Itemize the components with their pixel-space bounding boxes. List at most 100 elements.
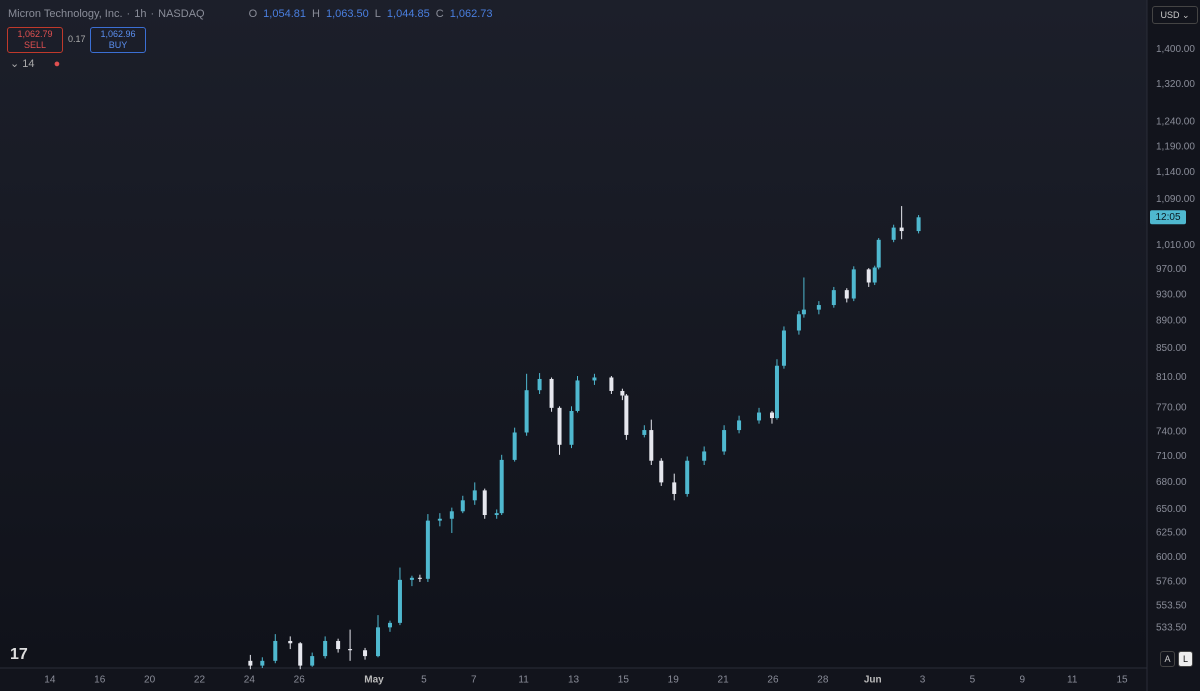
candle-body	[348, 649, 353, 651]
sell-button[interactable]: 1,062.79 SELL	[7, 27, 63, 53]
ohlc-key: C	[435, 8, 444, 20]
candle-body	[781, 330, 786, 366]
candle-body	[482, 490, 487, 516]
y-tick-label: 533.50	[1156, 623, 1187, 634]
x-tick-label: Jun	[864, 675, 882, 686]
candle-body	[891, 227, 896, 240]
sell-price: 1,062.79	[17, 29, 53, 39]
candle-body	[702, 451, 707, 461]
y-tick-label: 600.00	[1156, 552, 1187, 563]
y-tick-label: 625.00	[1156, 528, 1187, 539]
candle-body	[844, 290, 849, 299]
candle-body	[537, 378, 542, 391]
y-tick-label: 680.00	[1156, 477, 1187, 488]
candle-body	[659, 460, 664, 483]
x-tick-label: 26	[294, 675, 306, 686]
candle-body	[273, 640, 278, 661]
candle-body	[524, 390, 529, 433]
candle-body	[872, 267, 877, 283]
candle-body	[376, 627, 381, 657]
x-tick-label: 19	[668, 675, 680, 686]
candle-body	[737, 420, 742, 431]
sell-label: SELL	[23, 40, 47, 50]
candle-body	[569, 410, 574, 445]
candle-body	[649, 430, 654, 461]
candle-body	[557, 407, 562, 445]
candle-body	[323, 640, 328, 657]
spread: 0.17	[68, 34, 86, 44]
separator: ·	[150, 8, 155, 20]
candle-body	[575, 380, 580, 411]
candle-body	[397, 579, 402, 623]
x-tick-label: 21	[718, 675, 730, 686]
x-tick-label: 5	[970, 675, 976, 686]
candle-body	[876, 239, 881, 268]
y-tick-label: 1,400.00	[1156, 44, 1195, 55]
ohlc-value: 1,062.73	[449, 8, 493, 20]
plot-background	[0, 0, 1147, 668]
x-tick-label: 5	[421, 675, 427, 686]
ohlc: O 1,054.81 H 1,063.50 L 1,044.85 C 1,062.73	[249, 8, 493, 20]
y-tick-label: 930.00	[1156, 289, 1187, 300]
candle-body	[609, 377, 614, 391]
ohlc-value: 1,063.50	[325, 8, 369, 20]
candle-body	[248, 660, 253, 666]
candle-body	[288, 640, 293, 644]
currency-select[interactable]: USD ⌄	[1152, 6, 1198, 24]
candle-body	[722, 430, 727, 452]
candle-body	[816, 305, 821, 310]
candle-body	[642, 430, 647, 435]
ohlc-value: 1,054.81	[263, 8, 306, 20]
candle-body	[260, 660, 265, 666]
y-tick-label: 850.00	[1156, 343, 1187, 354]
y-tick-label: 1,140.00	[1156, 167, 1195, 178]
x-tick-label: 16	[94, 675, 106, 686]
candle-body	[417, 577, 422, 579]
interval: 1h	[134, 8, 147, 20]
candle-body	[831, 290, 836, 306]
y-tick-label: 890.00	[1156, 316, 1187, 327]
candle-body	[685, 460, 690, 494]
candle-body	[796, 314, 801, 331]
candle-body	[363, 650, 368, 657]
y-tick-label: 740.00	[1156, 426, 1187, 437]
candle-body	[899, 227, 904, 232]
candle-body	[851, 269, 856, 299]
x-tick-label: 22	[194, 675, 206, 686]
x-tick-label: May	[364, 675, 384, 686]
candle-body	[449, 511, 454, 519]
currency: USD	[1160, 10, 1180, 20]
candle-body	[512, 432, 517, 460]
x-tick-label: 15	[1117, 675, 1129, 686]
candle-body	[425, 520, 430, 579]
y-tick-label: 810.00	[1156, 372, 1187, 383]
x-tick-label: 7	[471, 675, 477, 686]
log-button[interactable]: L	[1178, 651, 1193, 667]
ohlc-value: 1,044.85	[386, 8, 430, 20]
y-tick-label: 650.00	[1156, 504, 1187, 515]
candle-body	[298, 643, 303, 666]
y-tick-label: 1,320.00	[1156, 79, 1195, 90]
indicator-value: 14	[22, 58, 35, 70]
candle-body	[916, 217, 921, 232]
candle-body	[592, 377, 597, 381]
x-tick-label: 13	[568, 675, 580, 686]
ohlc-key: H	[312, 8, 320, 20]
x-tick-label: 11	[1067, 675, 1078, 686]
y-tick-label: 1,190.00	[1156, 141, 1195, 152]
buy-price: 1,062.96	[100, 29, 136, 39]
buy-button[interactable]: 1,062.96 BUY	[90, 27, 146, 53]
x-tick-label: 15	[618, 675, 630, 686]
indicator[interactable]: ⌄ 14 ●	[10, 58, 61, 70]
x-tick-label: 20	[144, 675, 156, 686]
candle-body	[460, 500, 465, 512]
y-tick-label: 1,090.00	[1156, 194, 1195, 205]
last-price-countdown: 12:05	[1155, 212, 1180, 223]
candle-body	[494, 513, 499, 516]
y-tick-label: 1,010.00	[1156, 240, 1195, 251]
y-tick-label: 576.00	[1156, 577, 1187, 588]
buy-label: BUY	[108, 40, 128, 50]
candle-body	[672, 482, 677, 494]
auto-button[interactable]: A	[1160, 651, 1175, 667]
